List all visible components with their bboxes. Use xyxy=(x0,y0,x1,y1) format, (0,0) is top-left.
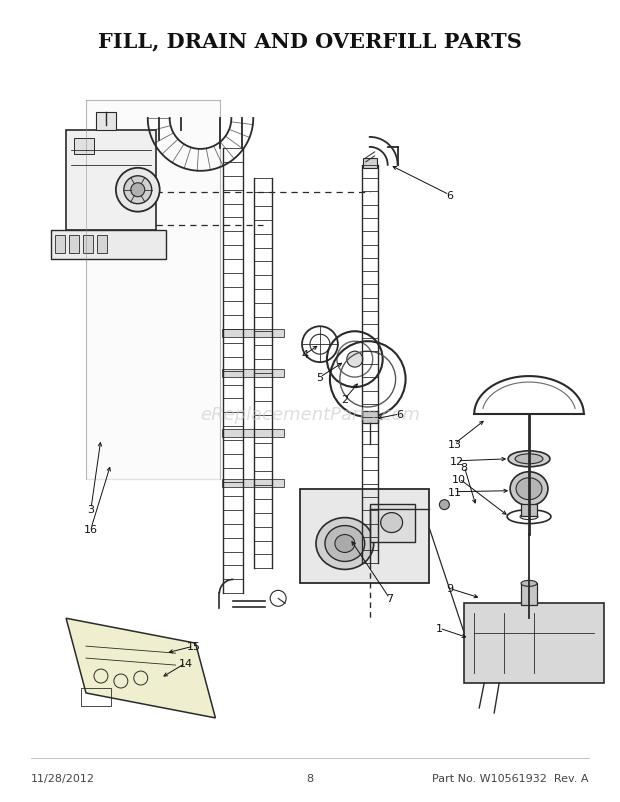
Text: 5: 5 xyxy=(316,373,324,383)
FancyBboxPatch shape xyxy=(300,489,430,584)
FancyBboxPatch shape xyxy=(361,411,378,423)
Ellipse shape xyxy=(508,452,550,468)
FancyBboxPatch shape xyxy=(223,429,284,437)
Text: Part No. W10561932  Rev. A: Part No. W10561932 Rev. A xyxy=(432,773,589,783)
Text: 9: 9 xyxy=(446,584,453,593)
FancyBboxPatch shape xyxy=(521,504,537,516)
Text: 15: 15 xyxy=(187,642,200,651)
FancyBboxPatch shape xyxy=(521,584,537,606)
FancyBboxPatch shape xyxy=(223,479,284,487)
Text: 16: 16 xyxy=(84,524,98,534)
Text: FILL, DRAIN AND OVERFILL PARTS: FILL, DRAIN AND OVERFILL PARTS xyxy=(98,31,522,51)
Text: 8: 8 xyxy=(461,462,468,472)
FancyBboxPatch shape xyxy=(83,235,93,253)
Ellipse shape xyxy=(335,535,355,553)
Text: 13: 13 xyxy=(448,439,461,449)
Text: 11: 11 xyxy=(448,487,461,497)
Text: eReplacementParts.com: eReplacementParts.com xyxy=(200,406,420,423)
Ellipse shape xyxy=(381,513,402,533)
Ellipse shape xyxy=(316,518,374,569)
Text: 6: 6 xyxy=(446,191,453,200)
FancyBboxPatch shape xyxy=(223,330,284,338)
FancyBboxPatch shape xyxy=(51,230,166,260)
FancyBboxPatch shape xyxy=(55,235,65,253)
FancyBboxPatch shape xyxy=(96,113,116,131)
Ellipse shape xyxy=(521,581,537,586)
FancyBboxPatch shape xyxy=(97,235,107,253)
Ellipse shape xyxy=(510,472,548,506)
FancyBboxPatch shape xyxy=(370,504,415,542)
Ellipse shape xyxy=(515,454,543,464)
FancyBboxPatch shape xyxy=(363,159,377,168)
Text: 4: 4 xyxy=(301,350,309,360)
Circle shape xyxy=(347,352,363,367)
FancyBboxPatch shape xyxy=(74,139,94,155)
Text: 3: 3 xyxy=(87,504,94,514)
Circle shape xyxy=(440,500,450,510)
Polygon shape xyxy=(86,101,220,479)
FancyBboxPatch shape xyxy=(464,604,604,683)
Text: 7: 7 xyxy=(386,593,393,604)
Text: 11/28/2012: 11/28/2012 xyxy=(31,773,95,783)
Ellipse shape xyxy=(325,526,365,561)
Text: 14: 14 xyxy=(179,658,193,668)
Circle shape xyxy=(116,168,160,213)
Ellipse shape xyxy=(516,478,542,500)
Text: 10: 10 xyxy=(453,474,466,484)
Text: 8: 8 xyxy=(306,773,314,783)
Text: 2: 2 xyxy=(341,395,348,404)
Polygon shape xyxy=(66,618,215,718)
Text: 1: 1 xyxy=(436,623,443,634)
Circle shape xyxy=(131,184,144,197)
Circle shape xyxy=(124,176,152,205)
Text: 6: 6 xyxy=(396,410,403,419)
FancyBboxPatch shape xyxy=(66,131,156,230)
FancyBboxPatch shape xyxy=(69,235,79,253)
Text: 12: 12 xyxy=(450,456,464,466)
FancyBboxPatch shape xyxy=(223,370,284,378)
